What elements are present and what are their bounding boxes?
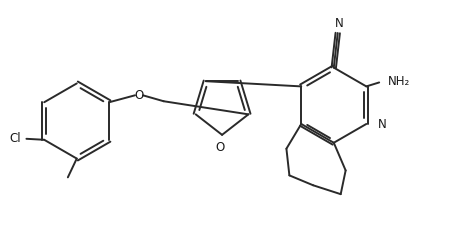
Text: NH₂: NH₂ bbox=[388, 75, 410, 88]
Text: O: O bbox=[215, 141, 225, 154]
Text: N: N bbox=[335, 17, 344, 30]
Text: O: O bbox=[134, 89, 143, 102]
Text: Cl: Cl bbox=[10, 132, 21, 145]
Text: N: N bbox=[378, 118, 387, 131]
